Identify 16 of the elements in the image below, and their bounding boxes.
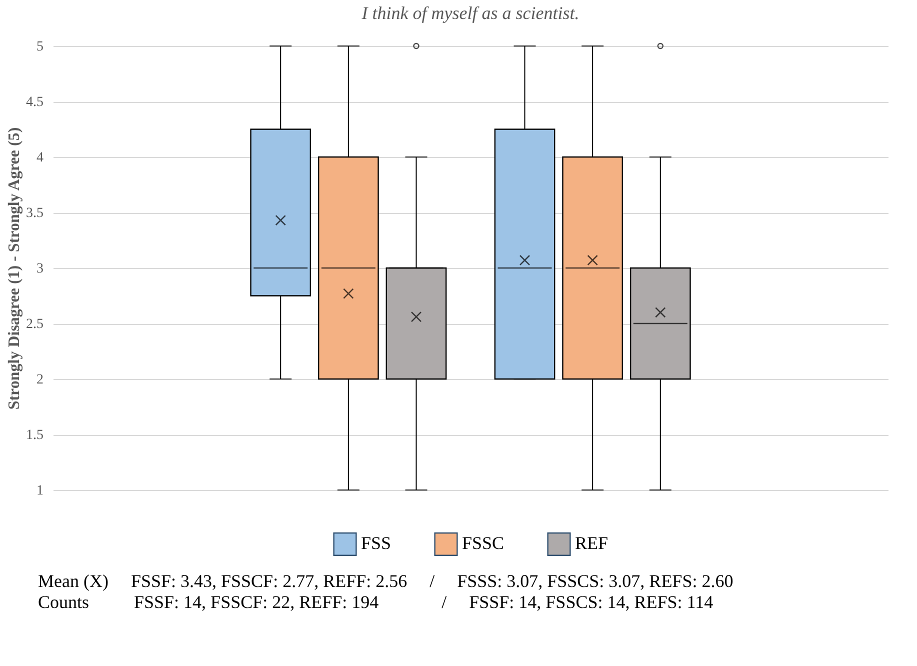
legend-label: FSS — [361, 533, 392, 554]
y-tick-label: 1.5 — [26, 428, 44, 443]
y-tick-label: 3.5 — [26, 206, 44, 221]
text: Counts FSSF: 14, FSSCF: 22, REFF: 194 / FSSF: 14, FSSCS: 14, REFS: 114 — [38, 592, 714, 613]
y-tick-label: 3 — [36, 262, 44, 276]
chart-title: I think of myself as a scientist. — [360, 3, 580, 23]
text: Mean (X) FSSF: 3.43, FSSCF: 2.77, REFF: 2.56 / FSSS: 3.07, FSSCS: 3.07, REFS: 2.60 — [38, 571, 734, 592]
y-axis-title: Strongly Disagree (1) - Strongly Agree (5) — [6, 127, 23, 410]
legend-label: REF — [575, 533, 608, 554]
y-tick-label: 4.5 — [26, 95, 44, 110]
y-tick-label: 2.5 — [26, 317, 44, 332]
y-tick-label: 4 — [36, 150, 44, 166]
y-tick-label: 2 — [36, 372, 44, 388]
legend-label: FSSC — [462, 533, 504, 554]
y-tick-label: 1 — [36, 484, 44, 498]
y-tick-label: 5 — [36, 40, 44, 54]
